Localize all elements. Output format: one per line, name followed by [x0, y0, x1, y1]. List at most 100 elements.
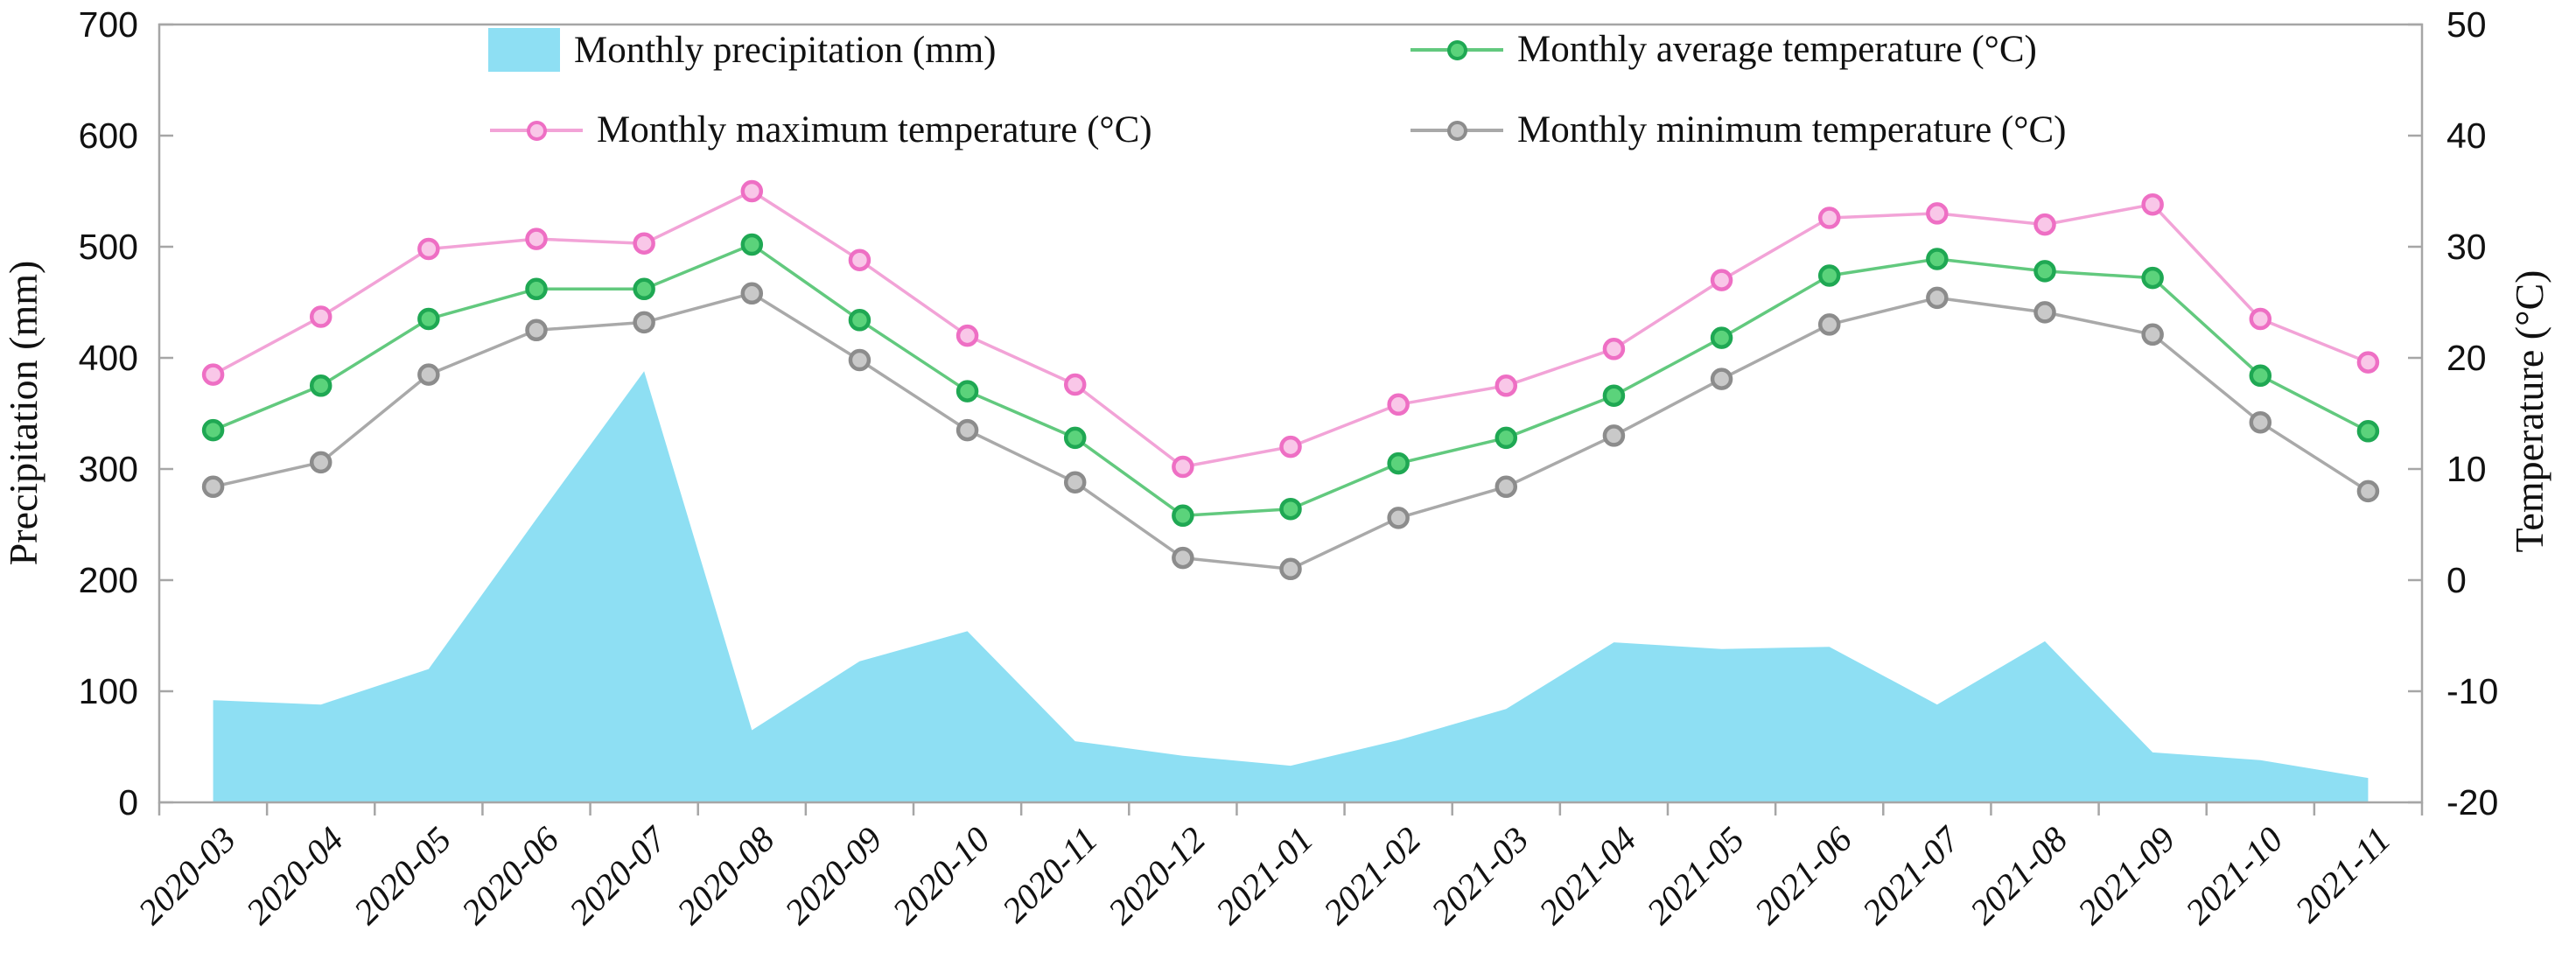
avg-temp-marker [2034, 260, 2056, 283]
left-axis-tick-label: 100 [79, 671, 138, 711]
left-axis-tick-label: 200 [79, 560, 138, 600]
left-axis-tick-label: 0 [118, 782, 138, 822]
min-temp-marker [633, 311, 655, 334]
min-temp-marker [956, 418, 979, 442]
avg-temp-marker [1063, 426, 1087, 450]
min-temp-marker [2141, 323, 2164, 346]
avg-temp-marker [1817, 264, 1841, 287]
left-axis-title: Precipitation (mm) [1, 261, 46, 566]
x-axis-label: 2021-02 [1315, 819, 1428, 932]
max-temp-marker [740, 179, 764, 203]
max-temp-marker [1172, 455, 1194, 479]
min-temp-marker [1063, 471, 1087, 494]
x-axis-label: 2020-05 [346, 819, 458, 932]
chart-generated-content: 0 100 200 300 400 500 600 700 -20 -10 0 10 20 30 40 50 2… [79, 4, 2499, 932]
right-axis-tick-label: 50 [2446, 4, 2487, 45]
legend-label: Monthly precipitation (mm) [574, 29, 997, 71]
right-axis-tick-label: 10 [2446, 449, 2487, 489]
x-axis-label: 2020-07 [561, 818, 675, 932]
x-axis-label: 2021-10 [2177, 819, 2290, 932]
avg-temp-marker [2141, 266, 2164, 290]
x-axis-label: 2021-03 [1423, 819, 1536, 932]
left-axis-tick-label: 700 [79, 4, 138, 45]
avg-temp-marker [1710, 326, 1733, 349]
avg-temp-marker [1172, 504, 1194, 528]
avg-temp-marker [309, 374, 332, 397]
min-temp-marker [1710, 368, 1733, 390]
x-axis-label: 2020-09 [777, 819, 890, 932]
avg-temp-marker [525, 277, 548, 301]
min-temp-marker [740, 282, 764, 305]
left-axis-tick-label: 600 [79, 116, 138, 156]
precipitation-swatch-icon [488, 28, 560, 72]
max-temp-marker [201, 363, 225, 386]
x-axis-label: 2021-09 [2069, 819, 2182, 932]
right-axis-tick-label: -10 [2446, 671, 2498, 711]
x-axis-label: 2020-04 [238, 819, 351, 932]
max-temp-marker [525, 228, 548, 250]
x-axis-label: 2020-08 [668, 818, 782, 932]
left-axis-tick-label: 300 [79, 449, 138, 489]
min-temp-marker [417, 363, 440, 386]
min-temp-marker [2356, 480, 2380, 503]
min-temp-marker [1279, 557, 1302, 581]
max-temp-marker [2356, 351, 2380, 374]
max-temp-marker [956, 324, 979, 347]
min-temp-marker [1494, 475, 1518, 499]
min-temp-marker [1387, 507, 1410, 529]
minimum-temp-line-marker-icon [1410, 119, 1503, 142]
right-axis-tick-label: 30 [2446, 227, 2487, 267]
avg-temp-marker [633, 277, 655, 301]
max-temp-marker [1926, 202, 1949, 225]
max-temp-marker [309, 305, 332, 328]
x-axis-label: 2021-05 [1639, 819, 1752, 932]
avg-temp-marker [740, 233, 764, 256]
avg-temp-marker [201, 418, 225, 442]
x-axis-label: 2020-12 [1100, 819, 1213, 932]
max-temp-marker [848, 248, 872, 271]
max-temp-marker [1494, 374, 1518, 397]
min-temp-marker [1172, 546, 1194, 570]
avg-temp-marker [1279, 497, 1302, 521]
x-axis-label: 2021-07 [1854, 818, 1968, 932]
x-axis-label: 2021-01 [1208, 819, 1320, 932]
plot-border [158, 23, 2424, 804]
min-temp-marker [2249, 410, 2272, 434]
min-temp-marker [1817, 313, 1841, 336]
avg-temp-marker [2356, 420, 2380, 443]
legend-item-maximum-temperature: Monthly maximum temperature (°C) [490, 108, 1152, 151]
avg-temp-marker [1602, 384, 1626, 407]
max-temp-marker [2034, 213, 2056, 236]
legend-item-minimum-temperature: Monthly minimum temperature (°C) [1410, 108, 2066, 151]
legend-item-precipitation: Monthly precipitation (mm) [488, 28, 996, 72]
legend-label: Monthly average temperature (°C) [1517, 29, 2037, 70]
precipitation-area [213, 371, 2369, 802]
x-axis-label: 2020-10 [885, 819, 998, 932]
right-axis-tick-label: 40 [2446, 116, 2487, 156]
max-temp-marker [417, 237, 440, 261]
max-temp-marker [1710, 269, 1733, 291]
x-axis-label: 2020-06 [453, 818, 567, 932]
x-axis-label: 2020-03 [130, 819, 243, 932]
average-temp-line-marker-icon [1410, 38, 1503, 61]
legend-label: Monthly minimum temperature (°C) [1517, 109, 2067, 150]
left-axis-tick-label: 400 [79, 338, 138, 378]
avg-temp-marker [1494, 426, 1518, 450]
x-axis-label: 2020-11 [994, 819, 1105, 930]
max-temp-marker [1817, 206, 1841, 229]
avg-temp-marker [1387, 452, 1410, 475]
max-temp-marker [1063, 373, 1087, 396]
legend-label: Monthly maximum temperature (°C) [597, 109, 1152, 150]
min-temp-marker [1602, 424, 1626, 447]
avg-temp-marker [2249, 364, 2272, 388]
right-axis-tick-label: 0 [2446, 560, 2467, 600]
min-temp-marker [525, 318, 548, 342]
right-axis-title: Temperature (°C) [2507, 270, 2552, 553]
legend-item-average-temperature: Monthly average temperature (°C) [1410, 28, 2037, 71]
x-axis-label: 2021-11 [2287, 819, 2398, 930]
right-axis-tick-label: -20 [2446, 782, 2498, 822]
x-axis-label: 2021-04 [1531, 819, 1644, 932]
avg-temp-marker [848, 309, 872, 332]
